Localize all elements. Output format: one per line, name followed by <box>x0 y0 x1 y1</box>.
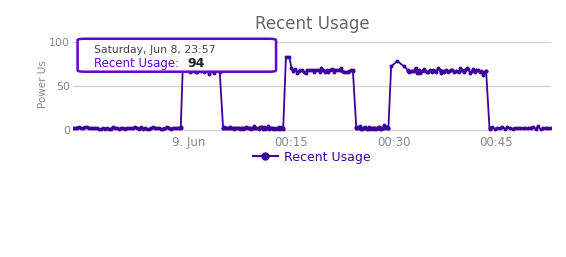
Text: Saturday, Jun 8, 23:57: Saturday, Jun 8, 23:57 <box>95 45 216 55</box>
Text: Recent Usage:: Recent Usage: <box>95 57 183 70</box>
Text: 94: 94 <box>187 57 205 70</box>
FancyBboxPatch shape <box>78 39 276 72</box>
Y-axis label: Power Us: Power Us <box>38 61 48 108</box>
Legend: Recent Usage: Recent Usage <box>248 146 376 169</box>
Title: Recent Usage: Recent Usage <box>255 15 369 33</box>
